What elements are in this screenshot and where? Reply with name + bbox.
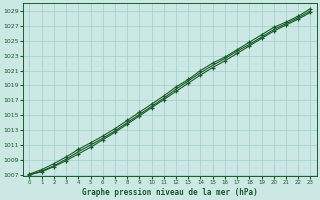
X-axis label: Graphe pression niveau de la mer (hPa): Graphe pression niveau de la mer (hPa)	[82, 188, 258, 197]
